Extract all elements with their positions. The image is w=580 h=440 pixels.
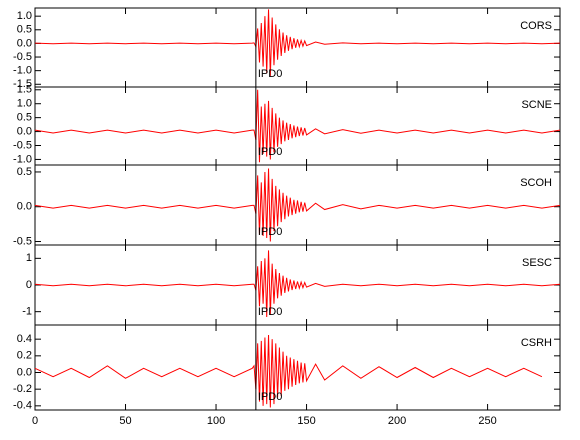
x-tick-label: 100 — [207, 415, 225, 427]
station-label: SCOH — [520, 177, 552, 189]
y-tick-label: 1 — [26, 252, 32, 264]
y-tick-label: 0.0 — [17, 125, 32, 137]
x-tick-label: 200 — [388, 415, 406, 427]
pick-label: IPD0 — [258, 226, 282, 238]
station-label: SESC — [522, 257, 552, 269]
y-tick-label: 0.0 — [17, 37, 32, 49]
waveform — [34, 334, 543, 408]
y-tick-label: 0.5 — [17, 166, 32, 178]
x-tick-label: 50 — [119, 415, 131, 427]
station-label: CORS — [520, 20, 552, 32]
waveform — [34, 168, 561, 242]
y-tick-label: -1.0 — [13, 153, 32, 165]
y-tick-label: 0.2 — [17, 350, 32, 362]
station-label: CSRH — [521, 337, 552, 349]
station-label: SCNE — [521, 99, 552, 111]
waveform — [34, 89, 561, 163]
y-tick-label: 1.5 — [17, 84, 32, 96]
y-tick-label: 0.4 — [17, 333, 32, 345]
y-tick-label: 0.0 — [17, 366, 32, 378]
waveform — [34, 9, 561, 77]
pick-label: IPD0 — [258, 306, 282, 318]
x-tick-label: 0 — [32, 415, 38, 427]
pick-label: IPD0 — [258, 68, 282, 80]
y-tick-label: 0.0 — [17, 201, 32, 213]
y-tick-label: -0.5 — [13, 235, 32, 247]
x-tick-label: 250 — [478, 415, 496, 427]
pick-label: IPD0 — [258, 391, 282, 403]
y-tick-label: -0.5 — [13, 139, 32, 151]
x-tick-label: 150 — [297, 415, 315, 427]
y-tick-label: -1.0 — [13, 65, 32, 77]
y-tick-label: 1.0 — [17, 98, 32, 110]
y-tick-label: 0 — [26, 279, 32, 291]
waveform — [34, 250, 561, 318]
y-tick-label: -0.2 — [13, 383, 32, 395]
y-tick-label: -1.5 — [13, 78, 32, 90]
panel-frame — [34, 324, 561, 411]
y-tick-label: -1 — [22, 306, 32, 318]
panel-frame — [34, 164, 561, 246]
y-tick-label: -0.4 — [13, 400, 32, 412]
pick-label: IPD0 — [258, 146, 282, 158]
panel-frame — [34, 86, 561, 166]
y-tick-label: 1.0 — [17, 10, 32, 22]
y-tick-label: -0.5 — [13, 51, 32, 63]
y-tick-label: 0.5 — [17, 24, 32, 36]
panel-frame — [34, 7, 561, 88]
y-tick-label: 0.5 — [17, 112, 32, 124]
